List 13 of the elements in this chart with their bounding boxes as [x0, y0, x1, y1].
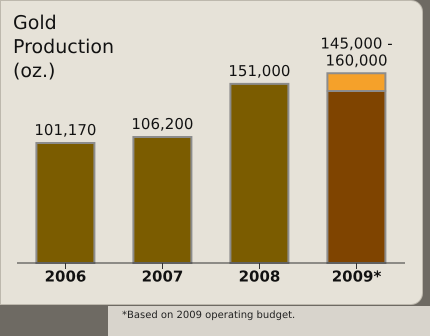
x-tick-label: 2007	[142, 268, 184, 286]
data-label: 101,170	[34, 121, 96, 140]
bar	[229, 82, 290, 264]
data-label: 151,000	[228, 62, 290, 80]
bar	[35, 142, 96, 264]
bar	[132, 136, 192, 264]
x-tick-label: 2009*	[332, 268, 382, 286]
text: *Based on 2009 operating budget.	[121, 309, 296, 321]
chart-title: Gold Production (oz.)	[13, 11, 116, 83]
annotation: 145,000 - 160,000	[320, 34, 393, 70]
data-label: 106,200	[131, 115, 194, 134]
x-tick-label: 2006	[44, 268, 86, 286]
x-tick-label: 2008	[238, 268, 280, 286]
